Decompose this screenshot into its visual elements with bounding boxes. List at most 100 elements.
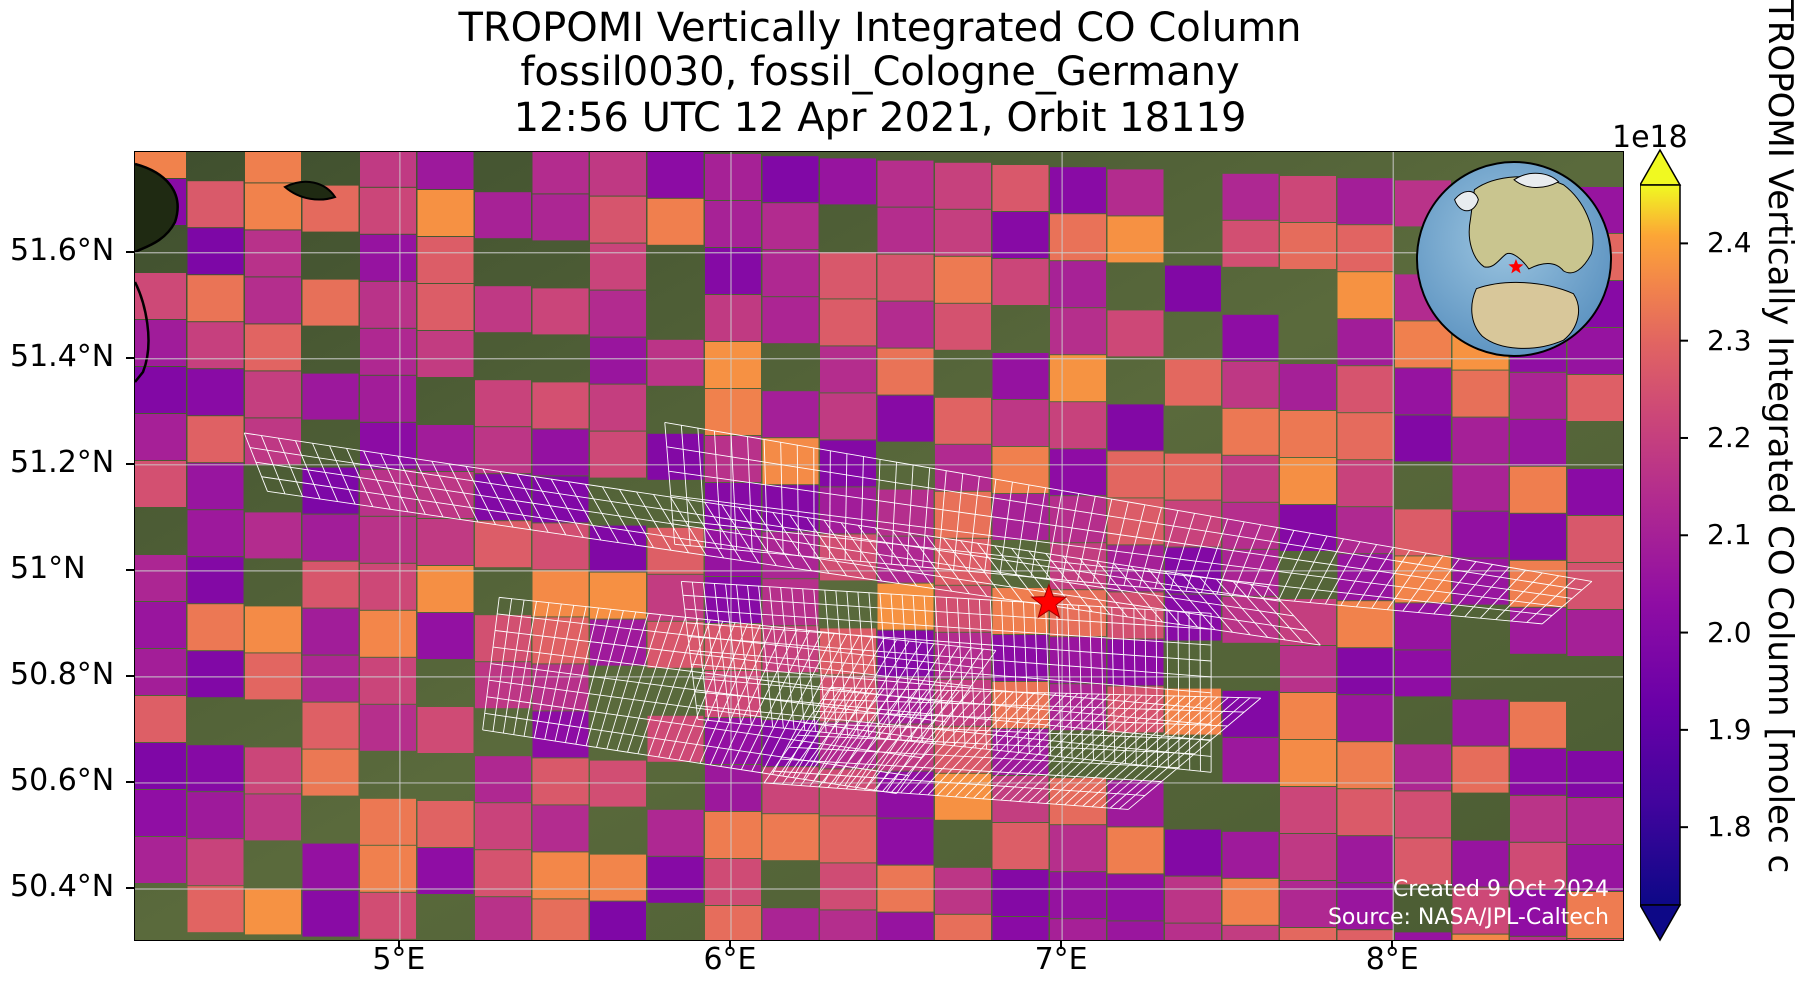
tropomi-pixel	[705, 624, 761, 670]
tropomi-pixel	[1280, 364, 1336, 410]
target-grid-line	[1247, 527, 1278, 598]
tropomi-pixel	[302, 843, 359, 890]
tropomi-pixel	[302, 702, 359, 749]
tropomi-pixel	[1050, 919, 1106, 940]
tropomi-pixel	[135, 837, 186, 883]
inset-globe	[1415, 160, 1613, 358]
tropomi-pixel	[1510, 607, 1566, 654]
tropomi-pixel	[1567, 939, 1623, 940]
target-grid-line	[697, 718, 1212, 773]
tropomi-pixel	[302, 279, 359, 326]
tropomi-pixel	[1222, 596, 1279, 643]
tropomi-pixel	[532, 805, 589, 852]
target-grid-line	[1526, 578, 1576, 623]
target-grid-line	[244, 432, 1268, 588]
target-grid-line	[1185, 515, 1212, 592]
tropomi-pixel	[475, 427, 531, 474]
tropomi-pixel	[245, 606, 301, 653]
tropomi-pixel	[1510, 513, 1566, 560]
tropomi-pixel	[1165, 876, 1221, 923]
tropomi-pixel	[1395, 838, 1451, 885]
tropomi-pixel	[475, 474, 531, 521]
tropomi-pixel	[647, 856, 704, 903]
tropomi-pixel	[1222, 925, 1279, 940]
tropomi-pixel	[187, 557, 244, 604]
target-grid-line	[1108, 501, 1129, 585]
target-grid-line	[497, 613, 984, 669]
tropomi-pixel	[1567, 751, 1623, 797]
tropomi-pixel	[1452, 417, 1509, 464]
tropomi-pixel	[762, 297, 819, 344]
tropomi-pixel	[135, 649, 186, 695]
tropomi-pixel	[1222, 220, 1279, 267]
tropomi-pixel	[820, 346, 876, 393]
tropomi-pixel	[302, 467, 359, 514]
tropomi-pixel	[1280, 599, 1336, 645]
tropomi-pixel	[417, 190, 474, 236]
tropomi-pixel	[935, 162, 991, 209]
target-grid-line	[1077, 496, 1096, 582]
target-grid-line	[713, 430, 722, 549]
tropomi-pixel	[1222, 878, 1279, 925]
tropomi-pixel	[245, 152, 301, 183]
tropomi-pixel	[360, 152, 416, 187]
target-grid-line	[1448, 564, 1493, 616]
tropomi-pixel	[417, 801, 474, 847]
target-grid-line	[1371, 549, 1411, 609]
tropomi-pixel	[1510, 748, 1566, 795]
tropomi-pixel	[1337, 930, 1394, 940]
colorbar	[1640, 148, 1688, 942]
tropomi-pixel	[590, 901, 646, 940]
tropomi-pixel	[1395, 368, 1451, 415]
tropomi-pixel	[245, 512, 301, 559]
tropomi-pixel	[762, 908, 819, 940]
tropomi-pixel	[187, 369, 244, 416]
colorbar-multiplier: 1e18	[1612, 120, 1688, 155]
title-line-1: TROPOMI Vertically Integrated CO Column	[458, 5, 1302, 51]
y-tick-mark	[126, 568, 134, 571]
target-grid-line	[1402, 555, 1444, 612]
tropomi-pixel	[590, 572, 646, 619]
tropomi-pixel	[1452, 464, 1509, 511]
tropomi-pixel	[1510, 466, 1566, 513]
tropomi-pixel	[705, 201, 761, 247]
tropomi-pixel	[1280, 223, 1336, 269]
x-tick-mark	[1060, 941, 1063, 949]
target-grid-line	[805, 722, 1212, 741]
target-grid-line	[1495, 572, 1543, 620]
tropomi-pixel	[705, 812, 761, 858]
tropomi-pixel	[1280, 787, 1336, 833]
colorbar-title: TROPOMI Vertically Integrated CO Column …	[1760, 0, 1799, 874]
tropomi-pixel	[590, 760, 646, 807]
target-grid-line	[1417, 558, 1460, 613]
tropomi-pixel	[935, 491, 991, 538]
target-grid-line	[1231, 524, 1262, 596]
tropomi-pixel	[1337, 460, 1394, 507]
tropomi-pixel	[1280, 693, 1336, 739]
tropomi-pixel	[360, 422, 416, 469]
tropomi-pixel	[1567, 469, 1623, 515]
tropomi-pixel	[1050, 167, 1106, 214]
tropomi-pixel	[417, 284, 474, 330]
tropomi-pixel	[992, 447, 1049, 493]
target-grid-line	[689, 649, 1212, 694]
tropomi-pixel	[1222, 314, 1279, 361]
tropomi-pixel	[475, 615, 531, 662]
tropomi-pixel	[135, 696, 186, 742]
target-grid-line	[482, 729, 897, 794]
tropomi-pixel	[1510, 889, 1566, 936]
credit-text: Created 9 Oct 2024 Source: NASA/JPL-Calt…	[1328, 876, 1609, 932]
tropomi-pixel	[1050, 825, 1106, 872]
tropomi-pixel	[1280, 411, 1336, 457]
tropomi-pixel	[992, 353, 1049, 399]
tropomi-pixel	[245, 888, 301, 935]
tropomi-pixel	[1165, 453, 1221, 500]
tropomi-pixel	[1222, 408, 1279, 455]
tropomi-pixel	[1280, 458, 1336, 504]
tropomi-pixel	[590, 854, 646, 901]
tropomi-pixel	[1510, 701, 1566, 748]
tropomi-pixel	[187, 839, 244, 886]
tropomi-pixel	[992, 259, 1049, 305]
target-grid-line	[891, 462, 898, 565]
